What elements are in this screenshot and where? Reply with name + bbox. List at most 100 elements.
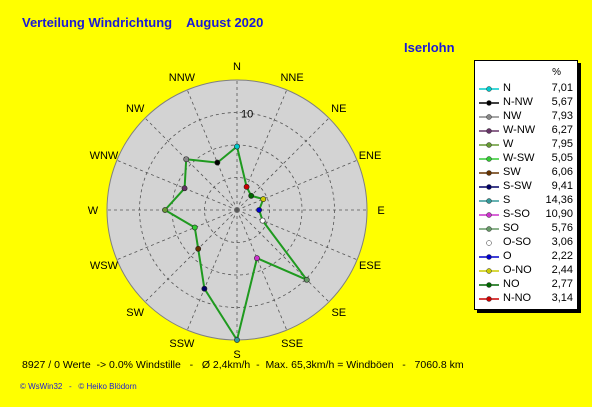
legend-value: 6,06 bbox=[551, 166, 573, 178]
legend-value: 3,06 bbox=[551, 236, 573, 248]
direction-label: ESE bbox=[359, 260, 381, 272]
legend-item: O-SO 3,06 bbox=[475, 236, 577, 249]
direction-label: W bbox=[88, 205, 99, 217]
legend-label: O-NO bbox=[503, 264, 532, 276]
direction-label: NE bbox=[331, 103, 346, 115]
legend-label: S bbox=[503, 194, 511, 206]
legend-value: 14,36 bbox=[545, 194, 573, 206]
data-point bbox=[181, 185, 188, 192]
data-point bbox=[248, 192, 255, 199]
legend-label: W bbox=[503, 138, 514, 150]
legend-label: SO bbox=[503, 222, 519, 234]
legend-swatch-icon bbox=[479, 282, 499, 288]
data-point bbox=[201, 285, 208, 292]
legend-item: SW 6,06 bbox=[475, 166, 577, 179]
data-point bbox=[214, 159, 221, 166]
data-point bbox=[259, 217, 266, 224]
legend-item: S-SW 9,41 bbox=[475, 180, 577, 193]
legend-unit: % bbox=[552, 67, 561, 78]
legend-label: NO bbox=[503, 278, 520, 290]
grid-spoke bbox=[236, 117, 330, 211]
data-point bbox=[303, 276, 310, 283]
legend-value: 7,95 bbox=[551, 138, 573, 150]
legend-swatch-icon bbox=[479, 184, 499, 190]
legend-item: N-NO 3,14 bbox=[475, 292, 577, 305]
legend-value: 7,01 bbox=[551, 82, 573, 94]
legend-item: SO 5,76 bbox=[475, 222, 577, 235]
direction-label: SW bbox=[126, 307, 144, 319]
grid-spoke bbox=[186, 89, 238, 211]
grid-spoke bbox=[236, 159, 358, 211]
legend-swatch-icon bbox=[479, 240, 499, 246]
legend-label: S-SO bbox=[503, 208, 530, 220]
legend-value: 9,41 bbox=[551, 180, 573, 192]
legend-swatch-icon bbox=[479, 100, 499, 106]
legend-value: 5,67 bbox=[551, 96, 573, 108]
legend-label: N-NO bbox=[503, 292, 532, 304]
data-point bbox=[260, 196, 267, 203]
data-point bbox=[195, 245, 202, 252]
legend-label: W-SW bbox=[503, 152, 535, 164]
grid-spoke bbox=[236, 89, 288, 211]
legend-value: 7,93 bbox=[551, 110, 573, 122]
grid-spoke bbox=[116, 209, 238, 261]
legend-label: NW bbox=[503, 110, 522, 122]
grid-spoke bbox=[186, 209, 238, 331]
data-point bbox=[256, 207, 262, 213]
data-point bbox=[254, 255, 260, 262]
legend-swatch-icon bbox=[479, 142, 499, 148]
legend-item: W 7,95 bbox=[475, 138, 577, 151]
grid-spoke bbox=[144, 209, 238, 303]
legend-value: 2,22 bbox=[551, 250, 573, 262]
data-point bbox=[191, 224, 198, 231]
legend-swatch-icon bbox=[479, 268, 499, 274]
station-name: Iserlohn bbox=[404, 40, 455, 55]
legend: % N 7,01 N-NW 5,67 NW 7,93 W-NW 6,27 W 7,95 W-SW 5,… bbox=[474, 60, 578, 310]
legend-value: 5,05 bbox=[551, 152, 573, 164]
legend-swatch-icon bbox=[479, 86, 499, 92]
legend-item: W-SW 5,05 bbox=[475, 152, 577, 165]
legend-swatch-icon bbox=[479, 156, 499, 162]
direction-label: WNW bbox=[90, 150, 119, 162]
legend-value: 2,44 bbox=[551, 264, 573, 276]
chart-title: Verteilung Windrichtung August 2020 bbox=[22, 15, 264, 30]
direction-label: NNE bbox=[280, 72, 303, 84]
data-point bbox=[162, 207, 168, 213]
direction-label: NW bbox=[126, 103, 145, 115]
credits: © WsWin32 - © Heiko Blödorn bbox=[20, 382, 137, 391]
data-markers bbox=[162, 143, 310, 343]
legend-swatch-icon bbox=[479, 170, 499, 176]
legend-value: 3,14 bbox=[551, 292, 573, 304]
legend-swatch-icon bbox=[479, 212, 499, 218]
legend-item: O-NO 2,44 bbox=[475, 264, 577, 277]
grid-ring bbox=[171, 144, 303, 276]
legend-value: 10,90 bbox=[545, 208, 573, 220]
data-point bbox=[234, 143, 240, 150]
legend-label: O bbox=[503, 250, 512, 262]
legend-value: 5,76 bbox=[551, 222, 573, 234]
legend-value: 2,77 bbox=[551, 278, 573, 290]
ring-label: 10 bbox=[241, 108, 253, 120]
direction-label: SE bbox=[331, 307, 346, 319]
data-point bbox=[183, 156, 190, 163]
legend-swatch-icon bbox=[479, 296, 499, 302]
legend-label: O-SO bbox=[503, 236, 532, 248]
legend-item: NW 7,93 bbox=[475, 110, 577, 123]
direction-label: SSW bbox=[169, 338, 195, 350]
grid-spoke bbox=[116, 159, 238, 211]
chart-spokes bbox=[107, 80, 367, 340]
data-point bbox=[243, 183, 250, 190]
data-point bbox=[234, 337, 240, 343]
legend-item: S-SO 10,90 bbox=[475, 208, 577, 221]
grid-spoke bbox=[236, 209, 288, 331]
grid-spoke bbox=[144, 117, 238, 211]
legend-label: SW bbox=[503, 166, 521, 178]
grid-spoke bbox=[236, 209, 330, 303]
legend-item: NO 2,77 bbox=[475, 278, 577, 291]
grid-spoke bbox=[236, 209, 358, 261]
legend-item: O 2,22 bbox=[475, 250, 577, 263]
legend-swatch-icon bbox=[479, 128, 499, 134]
direction-label: E bbox=[377, 205, 384, 217]
